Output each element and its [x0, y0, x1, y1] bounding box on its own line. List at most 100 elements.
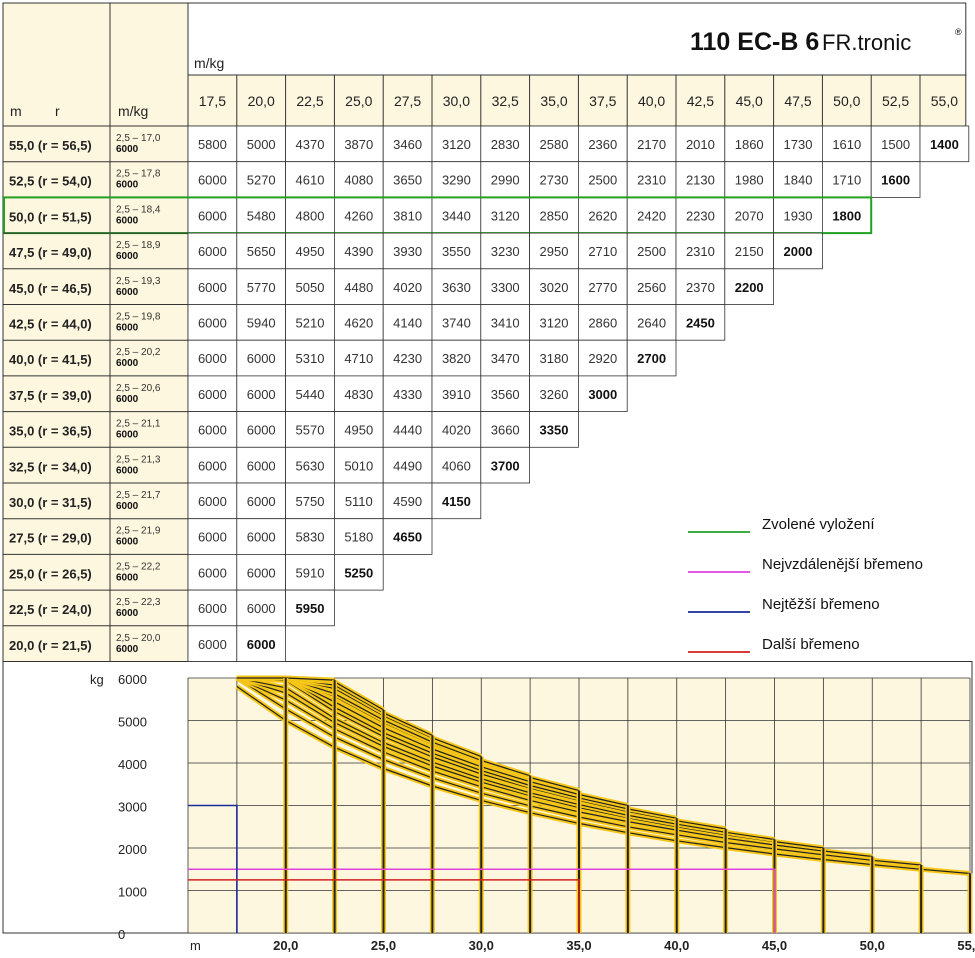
cell-value: 1710 — [832, 173, 861, 188]
cell-value: 2500 — [588, 173, 617, 188]
cell-value: 5830 — [296, 530, 325, 545]
table-cell — [578, 125, 628, 163]
cell-value: 2010 — [686, 137, 715, 152]
table-cell — [382, 161, 433, 198]
table-cell — [773, 232, 823, 270]
load-curve — [236, 677, 775, 841]
title-box — [187, 2, 967, 76]
table-cell — [333, 482, 384, 520]
cell-value: 4080 — [344, 173, 373, 188]
brand-registered: ® — [955, 27, 962, 37]
cell-value: 2310 — [637, 173, 666, 188]
cell-value: 1930 — [784, 208, 813, 223]
table-cell — [236, 339, 287, 377]
cell-value: 3020 — [540, 280, 569, 295]
cell-value: 3870 — [344, 137, 373, 152]
table-cell — [382, 411, 433, 448]
column-header-8: 37,5 — [589, 93, 616, 109]
y-tick-label: 1000 — [118, 885, 147, 900]
row-range: 2,5 – 20,0 — [116, 633, 161, 644]
cell-value: 4020 — [393, 280, 422, 295]
column-header-6: 32,5 — [492, 93, 519, 109]
x-tick-label: 20,0 — [273, 938, 298, 953]
table-cell — [382, 339, 433, 377]
row-range: 2,5 – 21,7 — [116, 490, 161, 501]
table-cell — [187, 339, 238, 377]
header-mkg: m/kg — [118, 103, 148, 119]
cell-value: 4620 — [344, 316, 373, 331]
cell-value: 6000 — [247, 458, 276, 473]
cell-value: 6000 — [247, 387, 276, 402]
cell-value: 6000 — [198, 601, 227, 616]
table-cell — [626, 125, 677, 163]
table-cell — [333, 375, 384, 412]
cell-value: 3230 — [491, 244, 520, 259]
table-cell — [187, 304, 238, 341]
table-cell — [480, 304, 530, 341]
table-cell — [675, 125, 726, 163]
table-cell — [529, 125, 579, 163]
cell-value: 2950 — [540, 244, 569, 259]
cell-value: 2710 — [588, 244, 617, 259]
cell-value: 2230 — [686, 208, 715, 223]
legend-label: Další břemeno — [762, 636, 860, 653]
table-cell — [480, 161, 530, 198]
table-cell — [382, 268, 433, 305]
table-cell — [822, 196, 872, 234]
table-cell — [285, 518, 335, 555]
cell-value: 4950 — [344, 423, 373, 438]
table-cell — [236, 518, 287, 555]
row-max-load: 6000 — [116, 537, 139, 548]
header-r: r — [55, 103, 60, 119]
cell-value: 5650 — [247, 244, 276, 259]
cell-value: 6000 — [198, 565, 227, 580]
x-tick-label: 50,0 — [860, 938, 885, 953]
row-range: 2,5 – 22,2 — [116, 561, 161, 572]
cell-value: 6000 — [198, 173, 227, 188]
table-cell — [431, 339, 482, 377]
cell-value: 3000 — [588, 387, 617, 402]
row-label: 40,0 (r = 41,5) — [9, 352, 92, 367]
column-header-15: 55,0 — [931, 93, 958, 109]
row-max-load: 6000 — [116, 572, 139, 583]
cell-value: 5310 — [296, 351, 325, 366]
column-header-3: 25,0 — [345, 93, 372, 109]
cell-value: 2560 — [637, 280, 666, 295]
table-cell — [480, 339, 530, 377]
table-cell — [236, 625, 287, 662]
table-cell — [236, 375, 287, 412]
cell-value: 2620 — [588, 208, 617, 223]
column-header-0: 17,5 — [199, 93, 226, 109]
cell-value: 1600 — [881, 173, 910, 188]
row-label: 47,5 (r = 49,0) — [9, 245, 92, 260]
row-label: 25,0 (r = 26,5) — [9, 566, 92, 581]
table-cell — [333, 304, 384, 341]
next-load-line — [188, 879, 580, 933]
load-curve — [236, 677, 873, 858]
cell-value: 3410 — [491, 316, 520, 331]
cell-value: 5050 — [296, 280, 325, 295]
row-range: 2,5 – 21,9 — [116, 526, 161, 537]
cell-value: 6000 — [247, 351, 276, 366]
cell-value: 4610 — [296, 173, 325, 188]
cell-value: 1500 — [881, 137, 910, 152]
cell-value: 3550 — [442, 244, 471, 259]
cell-value: 3700 — [491, 458, 520, 473]
heaviest-load-line — [188, 804, 238, 933]
cell-value: 2830 — [491, 137, 520, 152]
table-cell — [187, 375, 238, 412]
cell-value: 5630 — [296, 458, 325, 473]
y-tick-label: 4000 — [118, 757, 147, 772]
cell-value: 3910 — [442, 387, 471, 402]
table-cell — [626, 339, 677, 377]
row-range: 2,5 – 17,0 — [116, 133, 161, 144]
cell-value: 2640 — [637, 316, 666, 331]
cell-value: 5940 — [247, 316, 276, 331]
cell-value: 2850 — [540, 208, 569, 223]
table-cell — [578, 268, 628, 305]
row-range: 2,5 – 18,9 — [116, 240, 161, 251]
cell-value: 4260 — [344, 208, 373, 223]
cell-value: 3120 — [540, 316, 569, 331]
cell-value: 1610 — [832, 137, 861, 152]
row-label: 27,5 (r = 29,0) — [9, 531, 92, 546]
